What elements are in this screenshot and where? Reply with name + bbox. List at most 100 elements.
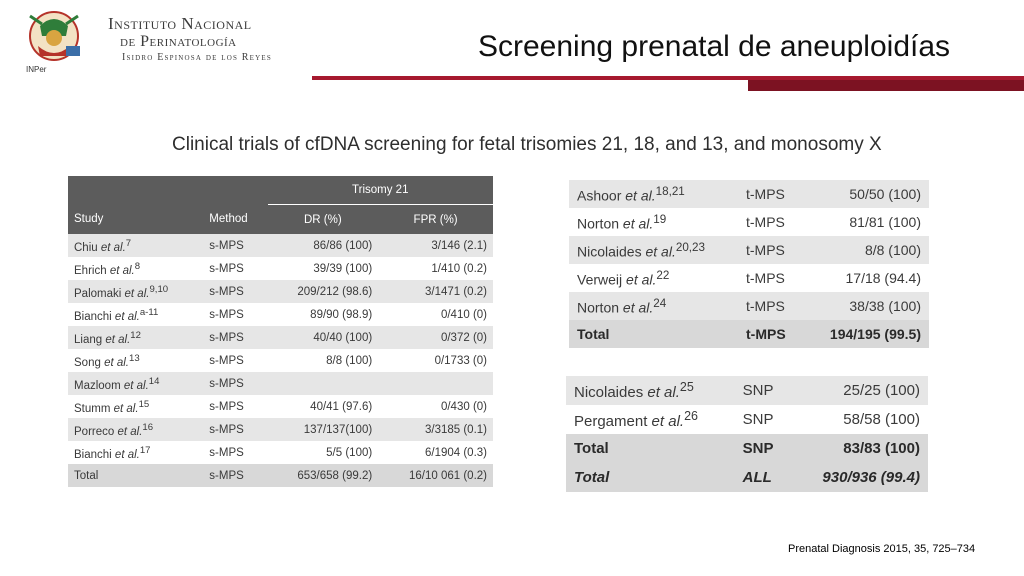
table-row: Palomaki et al.9,10 s-MPS 209/212 (98.6) 3/…	[68, 280, 493, 303]
table-row: Norton et al.19 t-MPS 81/81 (100)	[569, 208, 929, 236]
fpr-cell: 3/146 (2.1)	[378, 234, 493, 257]
reference-number: 18,21	[655, 184, 685, 198]
fpr-cell: 0/410 (0)	[378, 303, 493, 326]
dr-cell: 930/936 (99.4)	[791, 463, 928, 492]
table-row: Song et al.13 s-MPS 8/8 (100) 0/1733 (0)	[68, 349, 493, 372]
citation: Prenatal Diagnosis 2015, 35, 725–734	[788, 543, 976, 555]
table-row: Nicolaides et al.25 SNP 25/25 (100)	[566, 376, 928, 405]
fpr-cell: 0/372 (0)	[378, 326, 493, 349]
study-cell: Mazloom et al.14	[68, 372, 204, 395]
dr-cell: 86/86 (100)	[267, 234, 379, 257]
study-name: Liang	[74, 333, 103, 346]
study-name: Song	[74, 356, 101, 369]
et-al: et al.	[109, 264, 135, 277]
method-cell: ALL	[734, 463, 792, 492]
slide-title: Screening prenatal de aneuploidías	[478, 30, 951, 63]
table-row: Chiu et al.7 s-MPS 86/86 (100) 3/146 (2.1)	[68, 234, 493, 257]
reference-number: a-11	[139, 306, 159, 318]
study-name: Nicolaides	[577, 243, 642, 260]
et-al: et al.	[105, 333, 131, 346]
dr-cell: 8/8 (100)	[267, 349, 379, 372]
study-name: Ashoor	[577, 187, 622, 204]
table-row: Verweij et al.22 t-MPS 17/18 (94.4)	[569, 264, 929, 292]
study-name: Chiu	[74, 241, 98, 254]
study-cell: Nicolaides et al.25	[566, 376, 735, 405]
table-row: Pergament et al.26 SNP 58/58 (100)	[566, 405, 928, 434]
study-name: Nicolaides	[574, 384, 644, 401]
table-row: Ashoor et al.18,21 t-MPS 50/50 (100)	[569, 180, 929, 208]
fpr-cell: 3/1471 (0.2)	[378, 280, 493, 303]
study-cell: Norton et al.24	[569, 292, 738, 320]
fpr-cell: 1/410 (0.2)	[378, 257, 493, 280]
study-cell: Total	[566, 434, 735, 463]
dr-cell: 8/8 (100)	[803, 236, 929, 264]
method-cell: s-MPS	[203, 257, 268, 280]
dr-cell: 40/40 (100)	[267, 326, 379, 349]
snp-table: Nicolaides et al.25 SNP 25/25 (100) Pergame…	[566, 376, 928, 492]
dr-cell: 209/212 (98.6)	[267, 280, 379, 303]
et-al: et al.	[124, 287, 150, 300]
reference-number: 8	[134, 260, 141, 272]
method-cell: t-MPS	[738, 292, 804, 320]
et-al: et al.	[645, 243, 676, 260]
study-cell: Chiu et al.7	[68, 234, 204, 257]
total-row: Total SNP 83/83 (100)	[566, 434, 928, 463]
method-cell: t-MPS	[738, 320, 804, 348]
method-cell: s-MPS	[203, 464, 268, 487]
dr-cell: 58/58 (100)	[791, 405, 928, 434]
col-header-fpr: FPR (%)	[378, 204, 493, 234]
reference-number: 22	[656, 268, 670, 282]
institute-name: Instituto Nacional de Perinatología Isid…	[108, 14, 272, 65]
method-cell: SNP	[734, 405, 792, 434]
dr-cell: 81/81 (100)	[803, 208, 929, 236]
inper-logo: INPer	[24, 10, 84, 74]
et-al: et al.	[647, 384, 680, 401]
reference-number: 26	[684, 409, 698, 423]
et-al: et al.	[622, 299, 654, 316]
fpr-cell: 0/1733 (0)	[378, 349, 493, 372]
study-cell: Total	[566, 463, 735, 492]
col-header-dr: DR (%)	[267, 204, 379, 234]
method-cell: s-MPS	[203, 395, 268, 418]
et-al: et al.	[114, 448, 140, 461]
method-cell: SNP	[734, 434, 792, 463]
col-header-method: Method	[203, 204, 268, 234]
method-cell: s-MPS	[203, 303, 268, 326]
dr-cell: 25/25 (100)	[791, 376, 928, 405]
fpr-cell: 6/1904 (0.3)	[378, 441, 493, 464]
study-name: Palomaki	[74, 287, 122, 300]
study-cell: Norton et al.19	[569, 208, 738, 236]
study-name: Norton	[577, 215, 620, 232]
reference-number: 24	[653, 296, 667, 310]
table-row: Bianchi et al.a-11 s-MPS 89/90 (98.9) 0/410…	[68, 303, 493, 326]
dr-cell: 17/18 (94.4)	[803, 264, 929, 292]
study-name: Mazloom	[74, 379, 121, 392]
method-cell: s-MPS	[203, 418, 268, 441]
study-name: Pergament	[574, 413, 648, 430]
study-name: Bianchi	[74, 448, 112, 461]
accent-bar	[312, 76, 1024, 80]
et-al: et al.	[622, 215, 654, 232]
reference-number: 17	[139, 444, 151, 456]
study-cell: Pergament et al.26	[566, 405, 735, 434]
dr-cell: 38/38 (100)	[803, 292, 929, 320]
header-spacer	[68, 176, 204, 205]
study-cell: Liang et al.12	[68, 326, 204, 349]
dr-cell: 50/50 (100)	[803, 180, 929, 208]
method-cell: t-MPS	[738, 264, 804, 292]
study-name: Stumm	[74, 402, 111, 415]
study-name: Porreco	[74, 425, 115, 438]
tmps-table: Ashoor et al.18,21 t-MPS 50/50 (100) Norton…	[569, 180, 929, 348]
fpr-cell: 3/3185 (0.1)	[378, 418, 493, 441]
table-row: Bianchi et al.17 s-MPS 5/5 (100) 6/1904 (0.…	[68, 441, 493, 464]
fpr-cell	[378, 372, 493, 395]
et-al: et al.	[123, 379, 149, 392]
method-cell: s-MPS	[203, 326, 268, 349]
total-row: Total ALL 930/936 (99.4)	[566, 463, 928, 492]
dr-cell: 137/137(100)	[267, 418, 379, 441]
reference-number: 7	[125, 237, 132, 249]
dr-cell: 5/5 (100)	[267, 441, 379, 464]
et-al: et al.	[100, 241, 126, 254]
reference-number: 14	[148, 375, 160, 387]
et-al: et al.	[113, 402, 139, 415]
